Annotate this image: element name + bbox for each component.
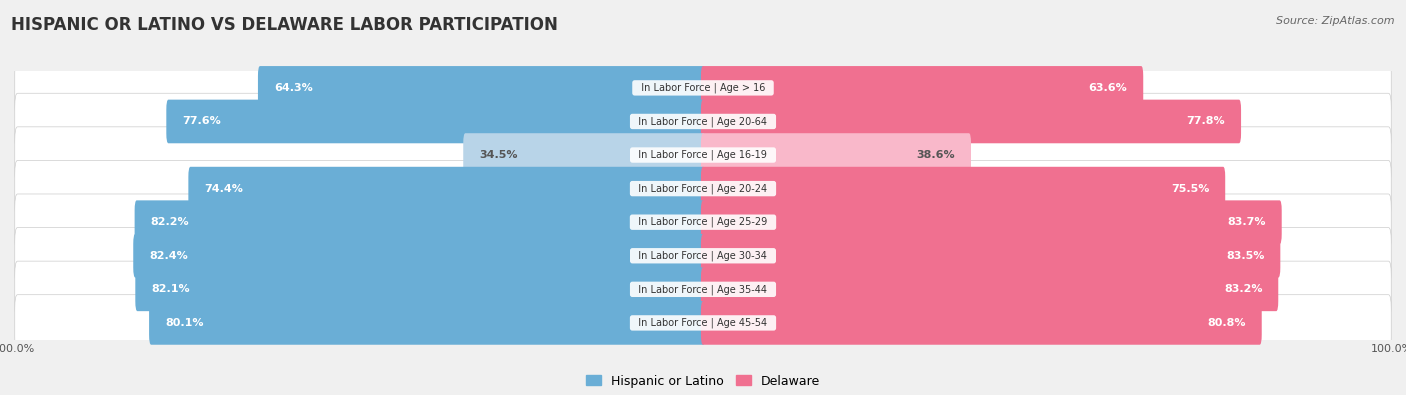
Text: 75.5%: 75.5% (1171, 184, 1209, 194)
FancyBboxPatch shape (702, 133, 972, 177)
Text: 83.2%: 83.2% (1223, 284, 1263, 294)
FancyBboxPatch shape (702, 301, 1261, 345)
FancyBboxPatch shape (166, 100, 704, 143)
Text: 74.4%: 74.4% (204, 184, 243, 194)
FancyBboxPatch shape (135, 267, 704, 311)
FancyBboxPatch shape (14, 93, 1392, 150)
Text: 77.8%: 77.8% (1187, 117, 1225, 126)
Text: 77.6%: 77.6% (183, 117, 221, 126)
Text: 38.6%: 38.6% (917, 150, 955, 160)
FancyBboxPatch shape (14, 60, 1392, 116)
Text: 34.5%: 34.5% (479, 150, 517, 160)
FancyBboxPatch shape (702, 267, 1278, 311)
FancyBboxPatch shape (463, 133, 704, 177)
Text: In Labor Force | Age 45-54: In Labor Force | Age 45-54 (633, 318, 773, 328)
Text: 64.3%: 64.3% (274, 83, 312, 93)
Text: In Labor Force | Age 30-34: In Labor Force | Age 30-34 (633, 250, 773, 261)
Text: In Labor Force | Age > 16: In Labor Force | Age > 16 (634, 83, 772, 93)
FancyBboxPatch shape (188, 167, 704, 211)
Text: In Labor Force | Age 20-24: In Labor Force | Age 20-24 (633, 183, 773, 194)
Text: In Labor Force | Age 25-29: In Labor Force | Age 25-29 (633, 217, 773, 228)
Text: 82.1%: 82.1% (152, 284, 190, 294)
Text: 82.4%: 82.4% (149, 251, 188, 261)
FancyBboxPatch shape (14, 194, 1392, 250)
FancyBboxPatch shape (702, 100, 1241, 143)
FancyBboxPatch shape (257, 66, 704, 110)
Text: HISPANIC OR LATINO VS DELAWARE LABOR PARTICIPATION: HISPANIC OR LATINO VS DELAWARE LABOR PAR… (11, 16, 558, 34)
Text: 80.8%: 80.8% (1208, 318, 1246, 328)
Text: In Labor Force | Age 16-19: In Labor Force | Age 16-19 (633, 150, 773, 160)
FancyBboxPatch shape (149, 301, 704, 345)
Text: 63.6%: 63.6% (1088, 83, 1128, 93)
FancyBboxPatch shape (135, 200, 704, 244)
Text: Source: ZipAtlas.com: Source: ZipAtlas.com (1277, 16, 1395, 26)
Legend: Hispanic or Latino, Delaware: Hispanic or Latino, Delaware (581, 370, 825, 393)
Text: 82.2%: 82.2% (150, 217, 188, 227)
FancyBboxPatch shape (14, 261, 1392, 318)
Text: In Labor Force | Age 35-44: In Labor Force | Age 35-44 (633, 284, 773, 295)
Text: In Labor Force | Age 20-64: In Labor Force | Age 20-64 (633, 116, 773, 127)
FancyBboxPatch shape (14, 160, 1392, 217)
FancyBboxPatch shape (702, 66, 1143, 110)
Text: 83.7%: 83.7% (1227, 217, 1265, 227)
FancyBboxPatch shape (14, 228, 1392, 284)
FancyBboxPatch shape (702, 234, 1281, 278)
FancyBboxPatch shape (702, 167, 1225, 211)
FancyBboxPatch shape (14, 295, 1392, 351)
FancyBboxPatch shape (14, 127, 1392, 183)
Text: 83.5%: 83.5% (1226, 251, 1264, 261)
FancyBboxPatch shape (134, 234, 704, 278)
Text: 80.1%: 80.1% (165, 318, 204, 328)
FancyBboxPatch shape (702, 200, 1282, 244)
